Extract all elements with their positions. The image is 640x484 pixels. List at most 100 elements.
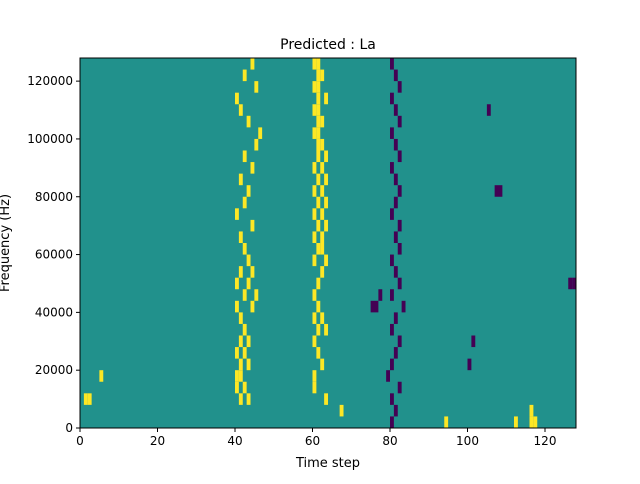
heatmap-cell xyxy=(316,138,321,151)
heatmap-cell xyxy=(238,231,243,243)
heatmap-cell xyxy=(390,208,394,220)
heatmap-cell xyxy=(390,289,394,301)
heatmap-cell xyxy=(312,208,317,220)
heatmap-cell xyxy=(467,358,472,371)
heatmap-cell xyxy=(316,115,321,128)
heatmap-cell xyxy=(397,115,402,128)
heatmap-cell xyxy=(397,185,402,197)
heatmap-cell xyxy=(324,323,329,336)
x-axis-label: Time step xyxy=(295,456,360,471)
heatmap-cell xyxy=(316,69,321,82)
heatmap-cell xyxy=(312,162,317,174)
heatmap-cell xyxy=(254,138,259,151)
heatmap-cell xyxy=(246,277,251,290)
heatmap-cell xyxy=(316,219,321,232)
heatmap-cell xyxy=(397,277,402,290)
heatmap-cell xyxy=(378,289,383,301)
heatmap-cell xyxy=(238,104,243,116)
heatmap-cell xyxy=(316,347,321,359)
heatmap-cell xyxy=(390,92,394,105)
heatmap-cell xyxy=(316,300,321,313)
heatmap-cell xyxy=(312,381,317,394)
heatmap-cell xyxy=(393,196,398,209)
heatmap-cell xyxy=(401,300,406,313)
heatmap-cell xyxy=(312,185,317,197)
heatmap-cell xyxy=(444,416,449,428)
heatmap-cell xyxy=(250,162,255,174)
heatmap-cell xyxy=(238,358,243,371)
heatmap-cell xyxy=(393,104,398,116)
heatmap-cell xyxy=(393,69,398,82)
heatmap-cell xyxy=(246,358,251,371)
heatmap-cell xyxy=(235,208,239,220)
x-tick-label: 40 xyxy=(227,434,242,448)
heatmap-cell xyxy=(316,277,321,290)
heatmap-cell xyxy=(238,335,243,348)
heatmap-cell xyxy=(246,254,251,267)
heatmap-cell xyxy=(572,277,577,290)
axes-frame xyxy=(79,57,577,429)
heatmap-cell xyxy=(235,347,239,359)
heatmap-cell xyxy=(246,185,251,197)
heatmap-cell xyxy=(324,150,329,163)
heatmap-cell xyxy=(312,254,317,267)
heatmap-cell xyxy=(235,370,239,382)
heatmap-cell xyxy=(320,185,325,197)
heatmap-cell xyxy=(320,138,325,151)
heatmap-cell xyxy=(393,138,398,151)
heatmap-cell xyxy=(258,127,263,139)
heatmap-cell xyxy=(254,289,259,301)
heatmap-cell xyxy=(242,150,247,163)
x-tick-label: 80 xyxy=(382,434,397,448)
heatmap-cell xyxy=(320,231,325,243)
heatmap-background xyxy=(80,58,576,428)
heatmap-cell xyxy=(390,358,394,371)
heatmap-cell xyxy=(312,104,317,116)
heatmap-cell xyxy=(312,289,317,301)
heatmap-cell xyxy=(393,173,398,186)
heatmap-cell xyxy=(316,92,321,105)
heatmap-cell xyxy=(370,300,375,313)
heatmap-cell xyxy=(529,404,534,417)
heatmap-cell xyxy=(390,58,394,70)
heatmap-cell xyxy=(235,381,239,394)
heatmap-cell xyxy=(397,219,402,232)
heatmap-cell xyxy=(235,92,239,105)
heatmap-cell xyxy=(339,404,344,417)
heatmap-cell xyxy=(312,370,317,382)
heatmap-cell xyxy=(374,300,379,313)
heatmap-cell xyxy=(316,323,321,336)
heatmap-cell xyxy=(320,208,325,220)
y-tick-label: 60000 xyxy=(35,248,73,262)
heatmap-cell xyxy=(235,277,239,290)
heatmap-cell xyxy=(250,58,255,70)
heatmap-cell xyxy=(238,312,243,324)
y-tick-label: 40000 xyxy=(35,305,73,319)
heatmap-cell xyxy=(533,416,538,428)
heatmap-cell xyxy=(83,393,88,405)
heatmap-cell xyxy=(393,347,398,359)
y-tick-label: 100000 xyxy=(27,132,73,146)
chart-title: Predicted : La xyxy=(280,37,376,53)
x-tick-label: 20 xyxy=(150,434,165,448)
heatmap-cell xyxy=(87,393,92,405)
heatmap-cell xyxy=(250,219,255,232)
heatmap-cell xyxy=(324,173,329,186)
heatmap-cell xyxy=(390,162,394,174)
heatmap-cell xyxy=(529,416,534,428)
heatmap-cell xyxy=(320,162,325,174)
x-axis-ticks: 0 20 40 60 80 100 120 xyxy=(76,428,556,448)
heatmap-cell xyxy=(250,300,255,313)
heatmap-cell xyxy=(254,81,259,93)
heatmap-cell xyxy=(320,358,325,371)
y-axis-ticks: 0 20000 40000 60000 80000 100000 120000 xyxy=(27,74,80,435)
heatmap-cell xyxy=(316,127,321,139)
heatmap-cell xyxy=(242,323,247,336)
heatmap-cell xyxy=(312,58,317,70)
heatmap-cell xyxy=(320,312,325,324)
x-tick-label: 0 xyxy=(76,434,84,448)
heatmap-cell xyxy=(250,266,255,278)
y-axis-label: Frequency (Hz) xyxy=(0,194,13,292)
heatmap-cell xyxy=(320,69,325,82)
